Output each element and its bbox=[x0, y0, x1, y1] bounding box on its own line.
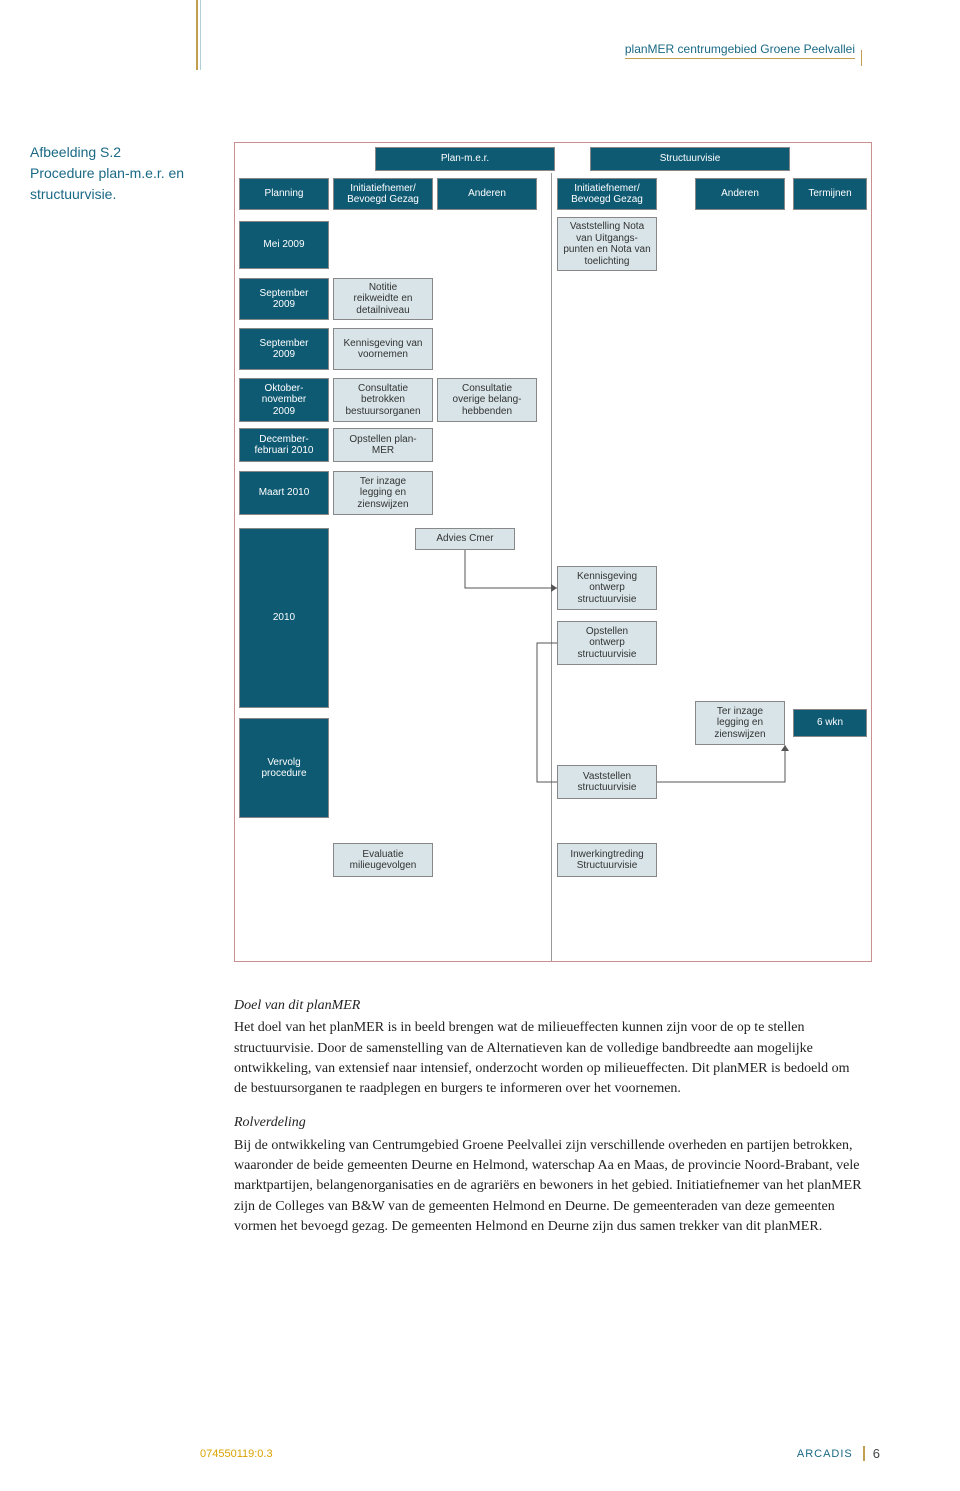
diagram-box-init1: Initiatiefnemer/ Bevoegd Gezag bbox=[333, 178, 433, 210]
diagram-box-structuurvisie_hdr: Structuurvisie bbox=[590, 147, 790, 171]
diagram-connector-1 bbox=[235, 143, 873, 963]
document-id: 074550119:0.3 bbox=[200, 1448, 273, 1460]
page-number: 6 bbox=[863, 1446, 880, 1461]
diagram-box-kennisgeving_voornemen: Kennisgeving van voornemen bbox=[333, 328, 433, 370]
diagram-box-vaststellen_sv: Vaststellen structuurvisie bbox=[557, 765, 657, 799]
margin-rule-light bbox=[200, 0, 201, 70]
diagram-box-notitie: Notitie reikweidte en detailniveau bbox=[333, 278, 433, 320]
diagram-box-termijnen: Termijnen bbox=[793, 178, 867, 210]
diagram-box-opstellen_ontwerp_sv: Opstellen ontwerp structuurvisie bbox=[557, 621, 657, 665]
section1-text: Het doel van het planMER is in beeld bre… bbox=[234, 1018, 864, 1099]
caption-line2: Procedure plan-m.e.r. en structuurvisie. bbox=[30, 163, 210, 205]
diagram-box-maart2010: Maart 2010 bbox=[239, 471, 329, 515]
diagram-box-init2: Initiatiefnemer/ Bevoegd Gezag bbox=[557, 178, 657, 210]
diagram-box-planning: Planning bbox=[239, 178, 329, 210]
diagram-box-kennisgeving_ontwerp_sv: Kennisgeving ontwerp structuurvisie bbox=[557, 566, 657, 610]
diagram-box-2010_big: 2010 bbox=[239, 528, 329, 708]
diagram-connector-2 bbox=[235, 143, 873, 963]
diagram-vertical-divider bbox=[551, 173, 552, 961]
diagram-connector-0 bbox=[235, 143, 873, 963]
diagram-box-evaluatie: Evaluatie milieugevolgen bbox=[333, 843, 433, 877]
diagram-box-oktnov2009: Oktober- november 2009 bbox=[239, 378, 329, 422]
page-header: planMER centrumgebied Groene Peelvallei bbox=[555, 40, 855, 59]
page-footer: 074550119:0.3 ARCADIS 6 bbox=[200, 1446, 880, 1461]
procedure-diagram: Plan-m.e.r.StructuurvisiePlanningInitiat… bbox=[234, 142, 872, 962]
diagram-box-sep2009a: September 2009 bbox=[239, 278, 329, 320]
diagram-box-ter_inzage1: Ter inzage legging en zienswijzen bbox=[333, 471, 433, 515]
diagram-box-anderen1: Anderen bbox=[437, 178, 537, 210]
diagram-box-consultatie_bestuur: Consultatie betrokken bestuursorganen bbox=[333, 378, 433, 422]
diagram-box-mei2009: Mei 2009 bbox=[239, 221, 329, 269]
body-text: Doel van dit planMER Het doel van het pl… bbox=[234, 982, 864, 1239]
diagram-box-plan_mer_hdr: Plan-m.e.r. bbox=[375, 147, 555, 171]
diagram-box-consultatie_belang: Consultatie overige belang- hebbenden bbox=[437, 378, 537, 422]
margin-rule-gold bbox=[196, 0, 198, 70]
diagram-box-6wkn: 6 wkn bbox=[793, 709, 867, 737]
diagram-box-inwerkingtreding: Inwerkingtreding Structuurvisie bbox=[557, 843, 657, 877]
section1-title: Doel van dit planMER bbox=[234, 996, 864, 1016]
figure-caption: Afbeelding S.2 Procedure plan-m.e.r. en … bbox=[30, 142, 210, 205]
diagram-box-vervolg: Vervolg procedure bbox=[239, 718, 329, 818]
header-title: planMER centrumgebied Groene Peelvallei bbox=[625, 42, 855, 59]
diagram-box-vaststelling_nota: Vaststelling Nota van Uitgangs- punten e… bbox=[557, 217, 657, 271]
brand-label: ARCADIS bbox=[797, 1448, 853, 1460]
diagram-box-opstellen_planmer: Opstellen plan- MER bbox=[333, 428, 433, 462]
diagram-box-advies_cmer: Advies Cmer bbox=[415, 528, 515, 550]
diagram-box-ter_inzage2: Ter inzage legging en zienswijzen bbox=[695, 701, 785, 745]
section2-title: Rolverdeling bbox=[234, 1113, 864, 1133]
diagram-box-decfeb2010: December- februari 2010 bbox=[239, 428, 329, 462]
section2-text: Bij de ontwikkeling van Centrumgebied Gr… bbox=[234, 1136, 864, 1237]
caption-line1: Afbeelding S.2 bbox=[30, 142, 210, 163]
diagram-box-sep2009b: September 2009 bbox=[239, 328, 329, 370]
diagram-box-anderen2: Anderen bbox=[695, 178, 785, 210]
header-separator bbox=[861, 50, 862, 66]
